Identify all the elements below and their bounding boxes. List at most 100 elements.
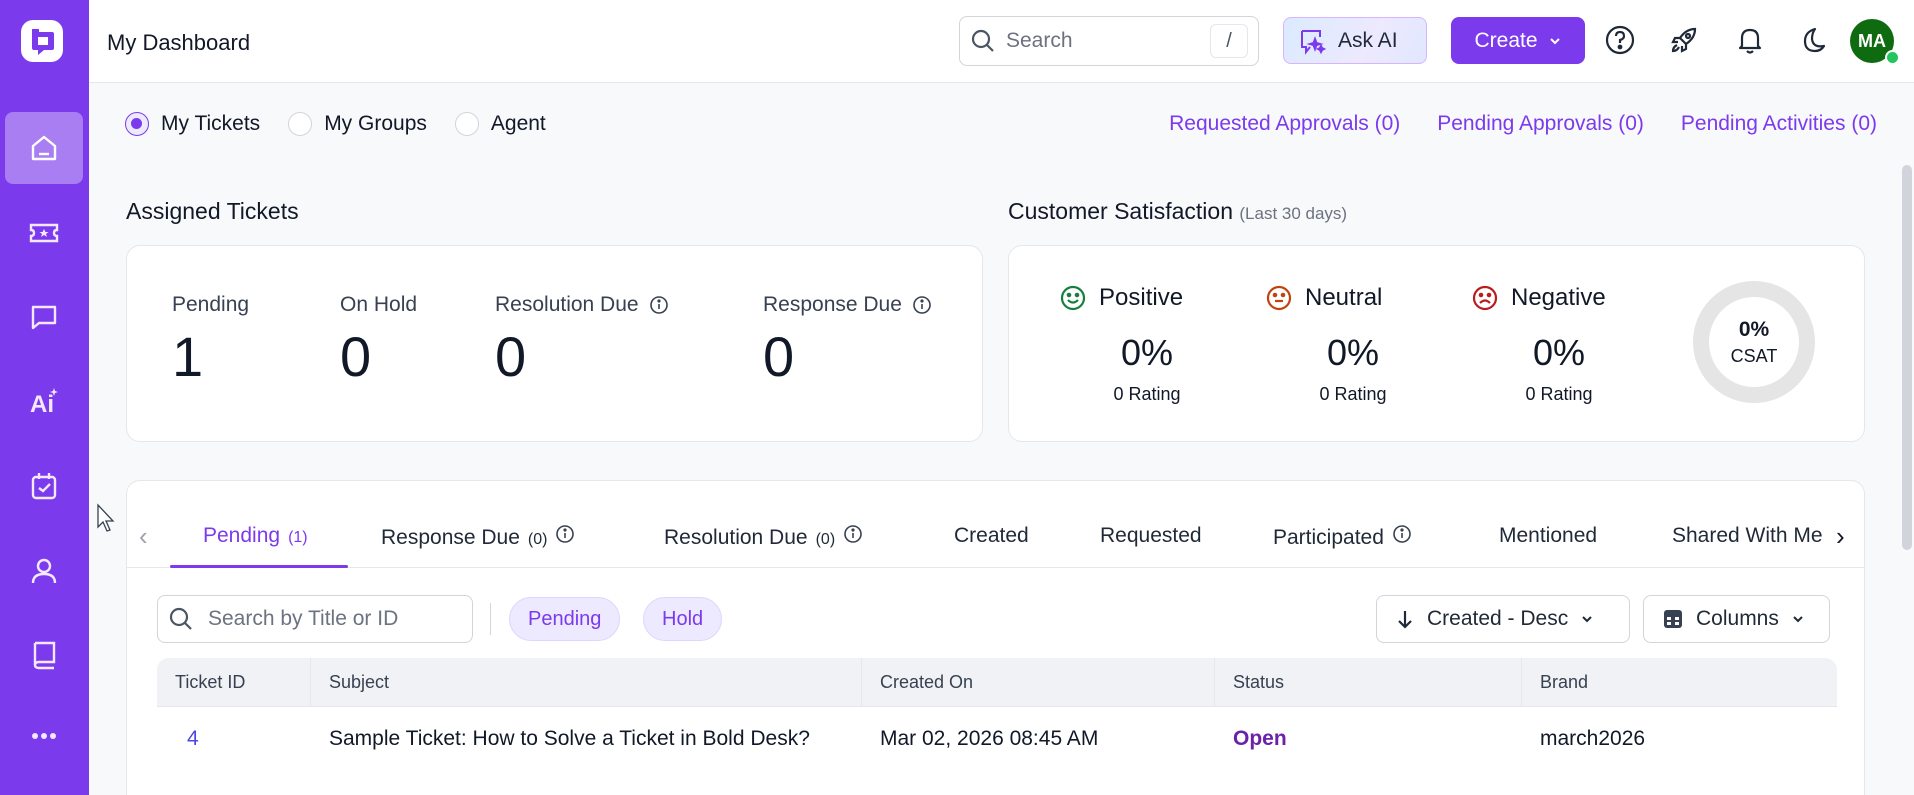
info-icon: [556, 525, 575, 543]
columns-dropdown[interactable]: Columns: [1643, 595, 1830, 643]
tab-requested[interactable]: Requested: [1100, 524, 1202, 547]
tab-resolution-due[interactable]: Resolution Due (0): [664, 524, 863, 550]
table-row[interactable]: 4 Sample Ticket: How to Solve a Ticket i…: [157, 707, 1837, 771]
stat-resolution-due[interactable]: Resolution Due 0: [495, 293, 669, 385]
ai-sparkle-chat-icon: [1301, 29, 1326, 55]
pending-activities-link[interactable]: Pending Activities (0): [1680, 112, 1877, 135]
user-icon: [31, 558, 57, 584]
page-title: My Dashboard: [107, 30, 251, 55]
assigned-tickets-heading: Assigned Tickets: [126, 198, 299, 224]
col-subject[interactable]: Subject: [311, 658, 862, 706]
notifications-button[interactable]: [1732, 22, 1768, 58]
filter-chip-pending[interactable]: Pending: [509, 597, 621, 641]
assigned-tickets-card: Pending 1 On Hold 0 Resolution Due 0 Res…: [126, 245, 983, 442]
tabs-scroll-left-icon[interactable]: ‹: [139, 521, 148, 551]
csat-card: Positive 0% 0 Rating Neutral 0% 0 Rating…: [1008, 245, 1865, 442]
radio-my-groups[interactable]: My Groups: [288, 112, 427, 136]
radio-agent[interactable]: Agent: [454, 112, 546, 136]
radio-circle: [125, 112, 149, 136]
col-status[interactable]: Status: [1215, 658, 1522, 706]
dark-mode-toggle[interactable]: [1795, 22, 1831, 58]
home-icon: [31, 135, 57, 161]
csat-neutral: Neutral 0% 0 Rating: [1265, 284, 1425, 405]
top-header: My Dashboard Search / Ask AI Create: [89, 0, 1914, 83]
search-icon: [169, 607, 192, 630]
neutral-face-icon: [1266, 285, 1292, 311]
ticket-brand: march2026: [1540, 727, 1646, 750]
ticket-scope-radio-group: My Tickets My Groups Agent: [125, 112, 574, 136]
stat-response-due[interactable]: Response Due 0: [763, 293, 932, 385]
tabs-scroll-right-icon[interactable]: ›: [1836, 521, 1845, 551]
getting-started-button[interactable]: [1666, 22, 1702, 58]
calendar-check-icon: [31, 473, 57, 500]
more-dots-icon: [32, 733, 56, 739]
col-ticket-id[interactable]: Ticket ID: [157, 658, 311, 706]
tab-created[interactable]: Created: [954, 524, 1029, 547]
csat-subtitle: (Last 30 days): [1239, 204, 1348, 223]
tab-mentioned[interactable]: Mentioned: [1499, 524, 1598, 547]
tickets-panel: ‹ Pending (1) Response Due (0) Resolution …: [126, 480, 1865, 795]
filter-chip-hold[interactable]: Hold: [643, 597, 723, 641]
tab-shared-with-me[interactable]: Shared With Me: [1672, 524, 1822, 547]
book-icon: [33, 641, 56, 670]
radio-circle: [288, 112, 313, 136]
mouse-cursor-icon: [97, 503, 115, 532]
online-status-indicator: [1885, 50, 1900, 65]
page-scrollbar[interactable]: [1902, 165, 1912, 550]
sidebar-item-chat[interactable]: [5, 281, 83, 353]
bolddesk-logo-icon[interactable]: [19, 18, 65, 64]
col-brand[interactable]: Brand: [1540, 671, 1589, 692]
divider: [490, 603, 491, 635]
ai-icon: Ai: [30, 388, 58, 418]
ticket-search-input[interactable]: Search by Title or ID: [157, 595, 473, 643]
help-icon: [1605, 25, 1635, 55]
tab-response-due[interactable]: Response Due (0): [381, 524, 575, 550]
bell-icon: [1738, 28, 1762, 54]
radio-my-tickets[interactable]: My Tickets: [125, 112, 260, 136]
csat-negative: Negative 0% 0 Rating: [1471, 284, 1631, 405]
help-button[interactable]: [1602, 22, 1638, 58]
create-label: Create: [1474, 28, 1538, 52]
sort-dropdown[interactable]: Created - Desc: [1376, 595, 1630, 643]
stat-on-hold[interactable]: On Hold 0: [340, 293, 418, 388]
search-shortcut-key: /: [1210, 24, 1248, 58]
chevron-down-icon: [1582, 616, 1592, 623]
info-icon: [913, 296, 931, 314]
requested-approvals-link[interactable]: Requested Approvals (0): [1169, 112, 1401, 135]
ticket-id-link[interactable]: 4: [187, 727, 199, 750]
ticket-tabs: ‹ Pending (1) Response Due (0) Resolution …: [127, 481, 1864, 568]
csat-positive: Positive 0% 0 Rating: [1059, 284, 1219, 405]
smile-icon: [1060, 285, 1086, 311]
sidebar-item-more[interactable]: [5, 700, 83, 772]
ask-ai-button[interactable]: Ask AI: [1283, 17, 1427, 64]
sidebar-item-contacts[interactable]: [5, 535, 83, 607]
tab-participated[interactable]: Participated: [1273, 524, 1412, 550]
info-icon: [649, 296, 668, 314]
svg-text:Ai: Ai: [30, 391, 54, 418]
moon-icon: [1803, 27, 1826, 53]
ticket-created-on: Mar 02, 2026 08:45 AM: [880, 727, 1099, 750]
col-created-on[interactable]: Created On: [862, 658, 1215, 706]
pending-approvals-link[interactable]: Pending Approvals (0): [1437, 112, 1644, 135]
chevron-down-icon: [1793, 616, 1803, 623]
csat-heading: Customer Satisfaction (Last 30 days): [1008, 198, 1348, 224]
sidebar-item-ai[interactable]: Ai: [5, 366, 83, 438]
csat-donut-chart: 0% CSAT: [1693, 281, 1815, 403]
stat-pending[interactable]: Pending 1: [172, 293, 250, 388]
sidebar-item-tickets[interactable]: [5, 197, 83, 269]
user-avatar[interactable]: MA: [1850, 19, 1900, 65]
sidebar-item-knowledge-base[interactable]: [5, 619, 83, 691]
sidebar-item-tasks[interactable]: [5, 450, 83, 522]
search-icon: [971, 29, 994, 52]
info-icon: [844, 525, 862, 543]
global-search-input[interactable]: Search /: [959, 16, 1259, 66]
tickets-table: Ticket ID Subject Created On Status Bran…: [157, 658, 1837, 771]
approval-links: Requested Approvals (0) Pending Approval…: [1169, 112, 1877, 136]
tab-pending[interactable]: Pending (1): [203, 524, 308, 547]
ask-ai-label: Ask AI: [1338, 28, 1398, 52]
ticket-subject[interactable]: Sample Ticket: How to Solve a Ticket in …: [329, 727, 810, 750]
sidebar-item-home[interactable]: [5, 112, 83, 184]
create-button[interactable]: Create: [1451, 17, 1585, 64]
search-placeholder: Search: [1006, 29, 1073, 52]
